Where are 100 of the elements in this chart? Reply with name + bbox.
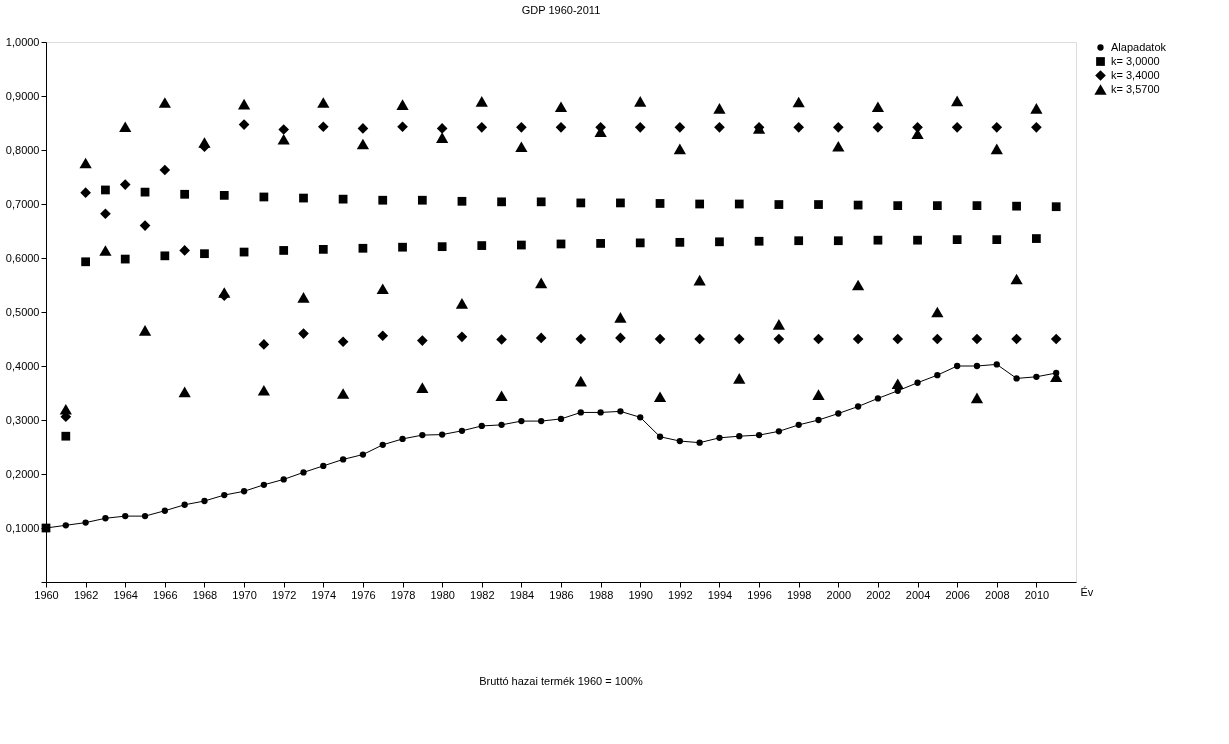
x-tick-label: 1990 [628, 588, 653, 601]
point [496, 334, 507, 345]
x-tick-label: 1976 [351, 588, 376, 601]
x-tick-label: 1998 [786, 588, 812, 601]
point [736, 433, 743, 440]
x-tick-label: 2004 [905, 588, 931, 601]
point [100, 208, 111, 220]
point [120, 254, 130, 264]
x-tick-label: 1966 [153, 588, 178, 601]
point [396, 99, 409, 110]
point [734, 199, 744, 209]
point [554, 101, 568, 113]
point [417, 195, 427, 205]
point [931, 306, 944, 318]
x-tick-label: 1984 [509, 588, 535, 601]
y-tick-label: 0,6000 [5, 251, 40, 264]
point [178, 386, 191, 398]
point [871, 101, 885, 113]
x-tick-label: 1970 [232, 588, 257, 601]
point [218, 287, 231, 298]
point [693, 274, 706, 286]
y-tick-label: 0,1000 [5, 521, 40, 534]
point [317, 121, 329, 133]
point [495, 390, 508, 401]
point [317, 97, 330, 108]
point [219, 190, 229, 200]
point [497, 197, 506, 207]
point [774, 200, 784, 209]
point [833, 236, 843, 246]
point [358, 243, 368, 253]
point [81, 257, 90, 267]
legend-label: k= 3,4000 [1111, 68, 1160, 81]
point [59, 403, 72, 415]
legend-label: Alapadatok [1111, 40, 1167, 53]
legend-label: k= 3,5700 [1111, 82, 1160, 95]
point [119, 121, 132, 133]
point [297, 292, 310, 303]
point [951, 95, 964, 107]
point [932, 201, 942, 210]
point [716, 434, 723, 441]
point [240, 488, 248, 495]
x-tick-label: 1968 [192, 588, 218, 601]
point [655, 199, 665, 208]
point [455, 298, 469, 309]
point [972, 201, 982, 210]
point [616, 198, 625, 208]
point [160, 251, 170, 261]
point [398, 242, 407, 252]
point [596, 239, 605, 248]
point [538, 417, 545, 425]
x-tick-label: 1962 [73, 588, 99, 601]
point [221, 491, 228, 499]
point [337, 336, 349, 348]
x-tick-label: 2008 [985, 588, 1010, 601]
point [378, 195, 388, 205]
x-tick-label: 1986 [549, 588, 574, 601]
point [1032, 234, 1041, 243]
y-tick-label: 0,9000 [5, 89, 40, 102]
point [913, 235, 922, 245]
point [1012, 201, 1021, 211]
point [656, 433, 664, 440]
x-tick-label: 1964 [113, 588, 138, 601]
point [775, 428, 783, 435]
point [835, 410, 842, 417]
point [951, 122, 963, 133]
point [934, 372, 941, 379]
point [617, 408, 624, 415]
point [993, 361, 1000, 368]
point [696, 439, 703, 446]
point [953, 362, 961, 370]
point [161, 507, 169, 514]
point [376, 283, 389, 295]
y-tick-label: 0,3000 [5, 413, 40, 426]
point [832, 140, 845, 152]
y-tick-label: 0,7000 [5, 197, 40, 210]
point [477, 241, 487, 250]
x-tick-label: 1988 [588, 588, 614, 601]
point [80, 187, 91, 198]
point [674, 122, 686, 133]
point [437, 242, 447, 252]
point [695, 199, 705, 209]
point [201, 497, 208, 505]
point [181, 501, 188, 508]
point [280, 476, 287, 483]
point [832, 122, 844, 133]
point [456, 331, 468, 343]
point [397, 121, 408, 133]
point [536, 197, 546, 207]
y-tick-label: 0,8000 [5, 143, 40, 156]
point [676, 437, 684, 445]
x-tick-label: 1978 [390, 588, 416, 601]
point [577, 409, 584, 416]
point [557, 415, 565, 423]
point [970, 392, 984, 404]
point [238, 119, 250, 130]
point [338, 194, 348, 204]
point [852, 333, 864, 345]
point [713, 103, 726, 114]
x-tick-label: 1982 [470, 588, 495, 601]
x-tick-label: 1992 [668, 588, 693, 601]
